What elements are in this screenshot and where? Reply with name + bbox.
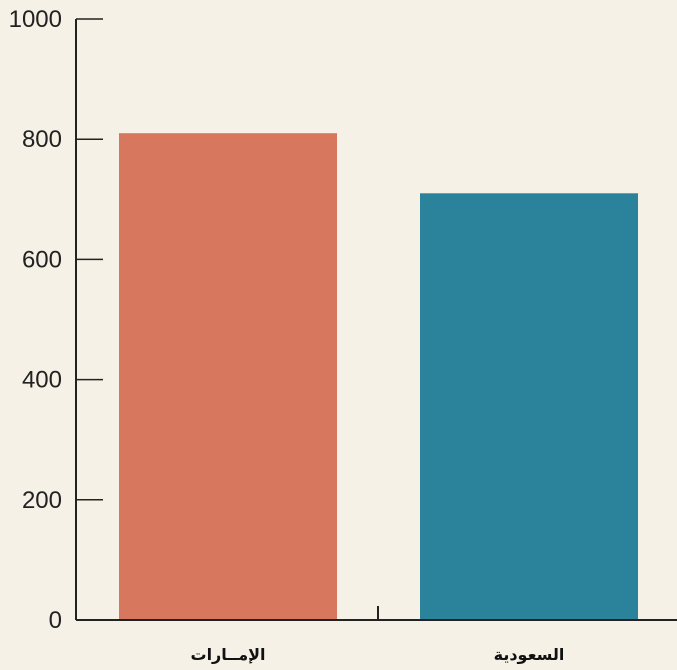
y-tick-label: 800 — [22, 126, 62, 153]
y-tick-label: 0 — [49, 607, 62, 634]
x-axis-category-labels: الإمــارات السعودية — [190, 645, 564, 664]
x-category-label: السعودية — [494, 645, 565, 664]
y-tick-label: 1000 — [9, 6, 62, 33]
y-tick-label: 200 — [22, 487, 62, 514]
x-category-label: الإمــارات — [190, 645, 265, 664]
y-axis-ticks: 0 200 400 600 800 1000 — [9, 6, 103, 634]
bar-2 — [420, 193, 638, 621]
bar-1 — [119, 133, 337, 620]
y-tick-label: 600 — [22, 246, 62, 273]
bars — [119, 133, 638, 621]
y-tick-label: 400 — [22, 367, 62, 394]
